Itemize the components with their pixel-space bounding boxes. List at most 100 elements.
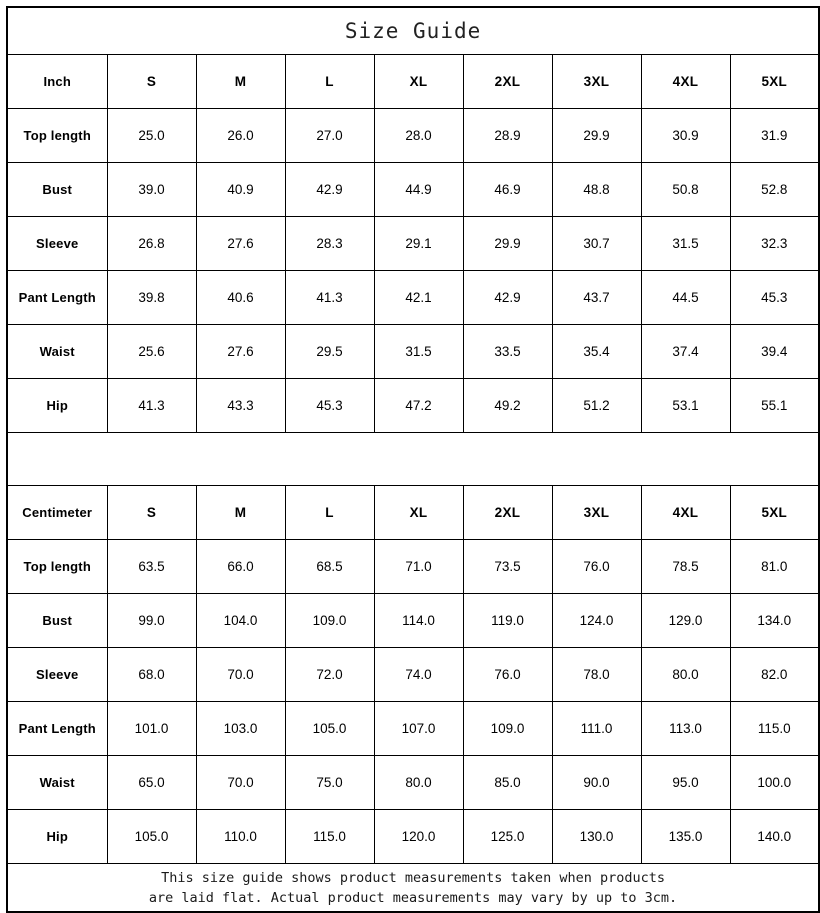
size-header-cell: 3XL xyxy=(551,54,642,109)
measurement-value-cell: 71.0 xyxy=(373,539,464,594)
measurement-label-cell: Top length xyxy=(6,108,108,163)
measurement-value-cell: 65.0 xyxy=(106,755,197,810)
measurement-value-cell: 31.5 xyxy=(373,324,464,379)
size-header-cell: M xyxy=(195,54,286,109)
unit-header-cell: Inch xyxy=(6,54,108,109)
measurement-value-cell: 32.3 xyxy=(729,216,820,271)
size-header-cell: XL xyxy=(373,485,464,540)
size-header-cell: 5XL xyxy=(729,54,820,109)
table-row: Sleeve 68.0 70.0 72.0 74.0 76.0 78.0 80.0 82.0 xyxy=(6,647,820,702)
measurement-value-cell: 111.0 xyxy=(551,701,642,756)
measurement-value-cell: 80.0 xyxy=(640,647,731,702)
measurement-value-cell: 51.2 xyxy=(551,378,642,433)
measurement-value-cell: 43.3 xyxy=(195,378,286,433)
measurement-value-cell: 28.9 xyxy=(462,108,553,163)
measurement-value-cell: 103.0 xyxy=(195,701,286,756)
measurement-label-cell: Top length xyxy=(6,539,108,594)
size-header-cell: S xyxy=(106,54,197,109)
table-row: Top length 25.0 26.0 27.0 28.0 28.9 29.9 30.9 31… xyxy=(6,108,820,163)
size-guide-table: Size Guide Inch S M L XL 2XL 3XL 4XL 5XL Top leng… xyxy=(6,6,820,913)
measurement-value-cell: 66.0 xyxy=(195,539,286,594)
measurement-value-cell: 90.0 xyxy=(551,755,642,810)
measurement-value-cell: 74.0 xyxy=(373,647,464,702)
measurement-value-cell: 46.9 xyxy=(462,162,553,217)
unit-header-cell: Centimeter xyxy=(6,485,108,540)
measurement-value-cell: 105.0 xyxy=(106,809,197,864)
table-row: Waist 65.0 70.0 75.0 80.0 85.0 90.0 95.0 100.0 xyxy=(6,755,820,810)
measurement-label-cell: Bust xyxy=(6,162,108,217)
measurement-value-cell: 129.0 xyxy=(640,593,731,648)
page-title: Size Guide xyxy=(6,6,820,55)
measurement-value-cell: 29.1 xyxy=(373,216,464,271)
measurement-value-cell: 39.4 xyxy=(729,324,820,379)
table-row: Waist 25.6 27.6 29.5 31.5 33.5 35.4 37.4 39.4 xyxy=(6,324,820,379)
measurement-value-cell: 30.7 xyxy=(551,216,642,271)
measurement-value-cell: 68.0 xyxy=(106,647,197,702)
measurement-value-cell: 42.9 xyxy=(462,270,553,325)
measurement-value-cell: 53.1 xyxy=(640,378,731,433)
note-line-1: This size guide shows product measuremen… xyxy=(161,869,665,886)
measurement-value-cell: 100.0 xyxy=(729,755,820,810)
cm-header-row: Centimeter S M L XL 2XL 3XL 4XL 5XL xyxy=(6,485,820,540)
table-row: Pant Length 39.8 40.6 41.3 42.1 42.9 43.7 44.5 4… xyxy=(6,270,820,325)
size-header-cell: M xyxy=(195,485,286,540)
measurement-value-cell: 110.0 xyxy=(195,809,286,864)
measurement-value-cell: 82.0 xyxy=(729,647,820,702)
measurement-value-cell: 27.0 xyxy=(284,108,375,163)
table-spacer-row xyxy=(6,432,820,486)
measurement-value-cell: 42.9 xyxy=(284,162,375,217)
table-spacer-cell xyxy=(6,432,820,486)
size-guide-body: Size Guide Inch S M L XL 2XL 3XL 4XL 5XL Top leng… xyxy=(6,6,820,913)
measurement-value-cell: 45.3 xyxy=(729,270,820,325)
inch-header-row: Inch S M L XL 2XL 3XL 4XL 5XL xyxy=(6,54,820,109)
measurement-value-cell: 105.0 xyxy=(284,701,375,756)
measurement-value-cell: 124.0 xyxy=(551,593,642,648)
measurement-value-cell: 41.3 xyxy=(284,270,375,325)
measurement-value-cell: 101.0 xyxy=(106,701,197,756)
measurement-value-cell: 104.0 xyxy=(195,593,286,648)
size-header-cell: XL xyxy=(373,54,464,109)
measurement-value-cell: 43.7 xyxy=(551,270,642,325)
measurement-value-cell: 26.0 xyxy=(195,108,286,163)
size-header-cell: L xyxy=(284,54,375,109)
measurement-value-cell: 109.0 xyxy=(284,593,375,648)
measurement-value-cell: 73.5 xyxy=(462,539,553,594)
measurement-value-cell: 107.0 xyxy=(373,701,464,756)
measurement-value-cell: 70.0 xyxy=(195,647,286,702)
measurement-value-cell: 29.5 xyxy=(284,324,375,379)
measurement-value-cell: 29.9 xyxy=(551,108,642,163)
measurement-value-cell: 28.3 xyxy=(284,216,375,271)
measurement-value-cell: 85.0 xyxy=(462,755,553,810)
measurement-value-cell: 134.0 xyxy=(729,593,820,648)
measurement-value-cell: 50.8 xyxy=(640,162,731,217)
measurement-label-cell: Sleeve xyxy=(6,647,108,702)
measurement-value-cell: 78.0 xyxy=(551,647,642,702)
measurement-value-cell: 33.5 xyxy=(462,324,553,379)
table-row: Top length 63.5 66.0 68.5 71.0 73.5 76.0 78.5 81… xyxy=(6,539,820,594)
measurement-value-cell: 25.0 xyxy=(106,108,197,163)
measurement-value-cell: 120.0 xyxy=(373,809,464,864)
measurement-label-cell: Pant Length xyxy=(6,270,108,325)
measurement-value-cell: 115.0 xyxy=(284,809,375,864)
measurement-value-cell: 68.5 xyxy=(284,539,375,594)
measurement-value-cell: 28.0 xyxy=(373,108,464,163)
footer-row: This size guide shows product measuremen… xyxy=(6,863,820,913)
measurement-value-cell: 76.0 xyxy=(462,647,553,702)
size-header-cell: 4XL xyxy=(640,54,731,109)
measurement-value-cell: 109.0 xyxy=(462,701,553,756)
measurement-value-cell: 130.0 xyxy=(551,809,642,864)
measurement-value-cell: 75.0 xyxy=(284,755,375,810)
table-row: Hip 41.3 43.3 45.3 47.2 49.2 51.2 53.1 55.1 xyxy=(6,378,820,433)
measurement-value-cell: 25.6 xyxy=(106,324,197,379)
measurement-value-cell: 47.2 xyxy=(373,378,464,433)
measurement-value-cell: 44.9 xyxy=(373,162,464,217)
measurement-label-cell: Hip xyxy=(6,809,108,864)
measurement-label-cell: Hip xyxy=(6,378,108,433)
measurement-value-cell: 41.3 xyxy=(106,378,197,433)
size-header-cell: 3XL xyxy=(551,485,642,540)
title-row: Size Guide xyxy=(6,6,820,55)
note-line-2: are laid flat. Actual product measuremen… xyxy=(148,889,678,906)
table-row: Sleeve 26.8 27.6 28.3 29.1 29.9 30.7 31.5 32.3 xyxy=(6,216,820,271)
measurement-value-cell: 52.8 xyxy=(729,162,820,217)
measurement-value-cell: 35.4 xyxy=(551,324,642,379)
